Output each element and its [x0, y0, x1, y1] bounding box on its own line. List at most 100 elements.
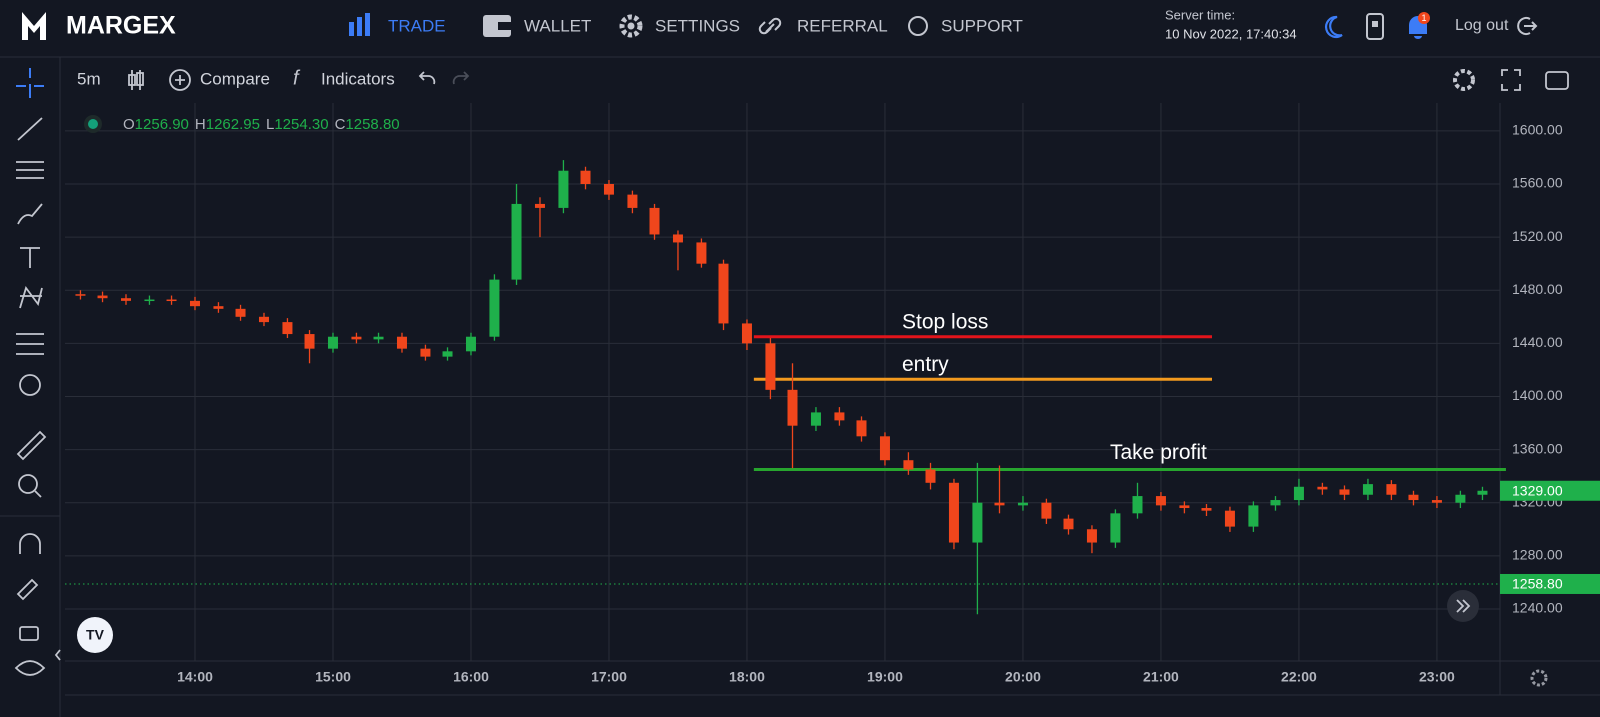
- candle-body: [1293, 486, 1304, 501]
- candle-body: [489, 279, 500, 337]
- x-tick-label: 21:00: [1143, 669, 1179, 685]
- undo[interactable]: [418, 71, 436, 85]
- compare-icon[interactable]: [169, 69, 191, 91]
- compare[interactable]: Compare: [200, 69, 270, 88]
- nav-trade[interactable]: TRADE: [349, 13, 446, 36]
- y-tick-label: 1560.00: [1512, 175, 1563, 191]
- nav-wallet[interactable]: WALLET: [483, 15, 591, 37]
- crosshair-tool[interactable]: [16, 68, 44, 98]
- nav-support[interactable]: SUPPORT: [908, 16, 1023, 36]
- notification-count: 1: [1421, 13, 1426, 23]
- mobile-app[interactable]: [1366, 13, 1384, 40]
- candle-body: [1017, 502, 1028, 506]
- candle-body: [580, 170, 591, 185]
- brush-tool[interactable]: [17, 203, 43, 225]
- candle-body: [534, 203, 545, 208]
- magnet-tool[interactable]: [19, 533, 41, 554]
- indicators-icon[interactable]: f: [293, 67, 301, 89]
- candle-body: [1086, 529, 1097, 543]
- candle-type[interactable]: [128, 70, 144, 90]
- candle-body: [465, 336, 476, 352]
- logout[interactable]: Log out: [1455, 17, 1538, 35]
- candle-body: [925, 469, 936, 483]
- lock-drawing[interactable]: [16, 578, 39, 601]
- fib-tool[interactable]: [16, 161, 44, 179]
- icons-tool[interactable]: [19, 374, 41, 396]
- candle-body: [1270, 500, 1281, 506]
- candle-body: [1224, 510, 1235, 527]
- candle-body: [1477, 490, 1488, 495]
- candle-body: [75, 294, 86, 296]
- interval[interactable]: 5m: [77, 69, 101, 88]
- nav-label[interactable]: SETTINGS: [655, 16, 740, 35]
- hide-all[interactable]: [14, 660, 46, 676]
- grid: [65, 103, 1500, 661]
- legend-value: 1254.30: [274, 116, 328, 133]
- lock-all[interactable]: [19, 626, 39, 641]
- candle-body: [994, 502, 1005, 506]
- theme-toggle[interactable]: [1325, 15, 1343, 38]
- redo[interactable]: [452, 71, 470, 85]
- candle-body: [327, 336, 338, 349]
- candle-body: [1431, 500, 1442, 503]
- candle-body: [396, 336, 407, 349]
- svg-text:TV: TV: [86, 627, 105, 643]
- measure-tool[interactable]: [16, 430, 47, 461]
- legend-key: L: [266, 116, 274, 133]
- candle-body: [718, 263, 729, 324]
- candle-body: [879, 436, 890, 461]
- trend-line-tool[interactable]: [17, 117, 43, 141]
- header: MARGEX TRADE WALLET SETTINGS REFERRAL SU…: [22, 7, 1538, 41]
- text-tool[interactable]: [20, 247, 40, 268]
- axis-settings[interactable]: [1530, 669, 1548, 687]
- candle-body: [765, 343, 776, 390]
- legend-key: C: [335, 116, 346, 133]
- price-tag-label: 1329.00: [1512, 482, 1563, 498]
- server-time: 10 Nov 2022, 17:40:34: [1165, 26, 1297, 41]
- price-tag: [1500, 480, 1600, 501]
- compare-plus[interactable]: [175, 75, 185, 85]
- nav-label[interactable]: TRADE: [388, 16, 446, 35]
- prediction-tool[interactable]: [16, 333, 44, 355]
- candle-body: [1386, 484, 1397, 495]
- nav-referral[interactable]: REFERRAL: [758, 16, 888, 35]
- candle-body: [120, 298, 131, 301]
- x-tick-label: 23:00: [1419, 669, 1455, 685]
- legend-key: H: [195, 116, 206, 133]
- nav-label[interactable]: REFERRAL: [797, 16, 888, 35]
- candle-body: [1155, 496, 1166, 506]
- legend-value: 1258.80: [345, 116, 399, 133]
- candle-body: [511, 203, 522, 280]
- screenshot[interactable]: [1545, 71, 1569, 90]
- candle-body: [1132, 496, 1143, 514]
- candle-body: [1179, 505, 1190, 509]
- nav-label[interactable]: SUPPORT: [941, 16, 1023, 35]
- collapse-toolbar[interactable]: [54, 649, 61, 661]
- level-label: Take profit: [1110, 441, 1207, 464]
- price-tag: [1500, 573, 1600, 594]
- candles: [75, 160, 1488, 615]
- axes: 1240.001280.001320.001360.001400.001440.…: [177, 122, 1600, 685]
- fullscreen[interactable]: [1501, 69, 1521, 91]
- candle-body: [741, 323, 752, 344]
- zoom-tool[interactable]: [18, 474, 38, 494]
- server-time-label: Server time:: [1165, 7, 1235, 22]
- chart-settings[interactable]: [1453, 69, 1475, 91]
- pattern-tool[interactable]: [19, 286, 43, 309]
- indicators[interactable]: Indicators: [321, 69, 395, 88]
- logout-label[interactable]: Log out: [1455, 17, 1509, 34]
- scroll-to-latest[interactable]: [1447, 590, 1479, 622]
- candle-body: [1110, 513, 1121, 543]
- level-label: entry: [902, 353, 949, 376]
- candle-body: [213, 306, 224, 309]
- notifications[interactable]: 1: [1409, 12, 1430, 39]
- candle-body: [696, 242, 707, 264]
- candle-body: [258, 316, 269, 323]
- candle-body: [603, 184, 614, 195]
- y-tick-label: 1400.00: [1512, 387, 1563, 403]
- nav-settings[interactable]: SETTINGS: [619, 14, 740, 38]
- nav-label[interactable]: WALLET: [524, 16, 591, 35]
- x-tick-label: 15:00: [315, 669, 351, 685]
- x-tick-label: 17:00: [591, 669, 627, 685]
